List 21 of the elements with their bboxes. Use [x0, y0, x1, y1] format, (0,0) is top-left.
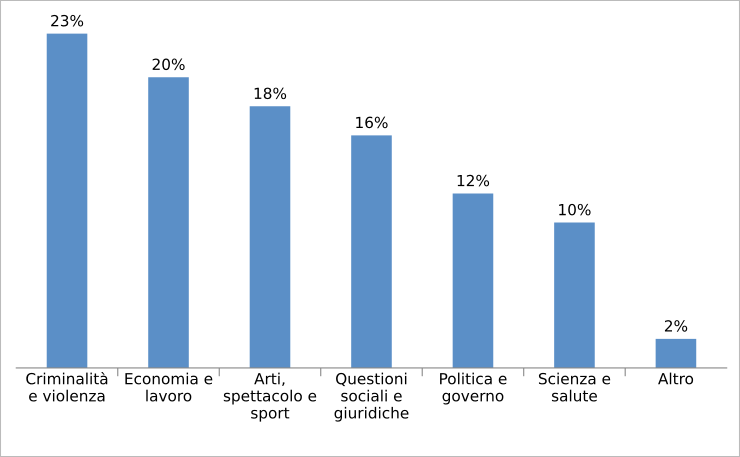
bar — [554, 222, 595, 368]
bar — [46, 34, 88, 368]
data-label: 18% — [254, 88, 286, 100]
data-label: 16% — [356, 116, 388, 128]
bar — [656, 338, 696, 368]
data-label: 2% — [664, 320, 688, 332]
data-label: 10% — [559, 204, 591, 216]
x-tick-label: Politica e governo — [440, 372, 507, 404]
bar — [351, 135, 392, 368]
x-tick-label: Economia e lavoro — [125, 372, 212, 402]
x-tick-label: Criminalità e violenza — [26, 372, 108, 402]
x-tick-label: Questioni sociali e giuridiche — [334, 372, 408, 422]
bar — [250, 106, 290, 368]
x-tick-label: Scienza e salute — [538, 372, 610, 402]
data-label: 23% — [51, 14, 84, 26]
x-tick-label: Arti, spettacolo e sport — [224, 372, 316, 422]
x-tick-label: Altro — [658, 372, 694, 384]
bar — [148, 77, 189, 368]
data-label: 12% — [458, 174, 490, 186]
bar — [452, 193, 494, 368]
data-label: 20% — [152, 58, 185, 70]
